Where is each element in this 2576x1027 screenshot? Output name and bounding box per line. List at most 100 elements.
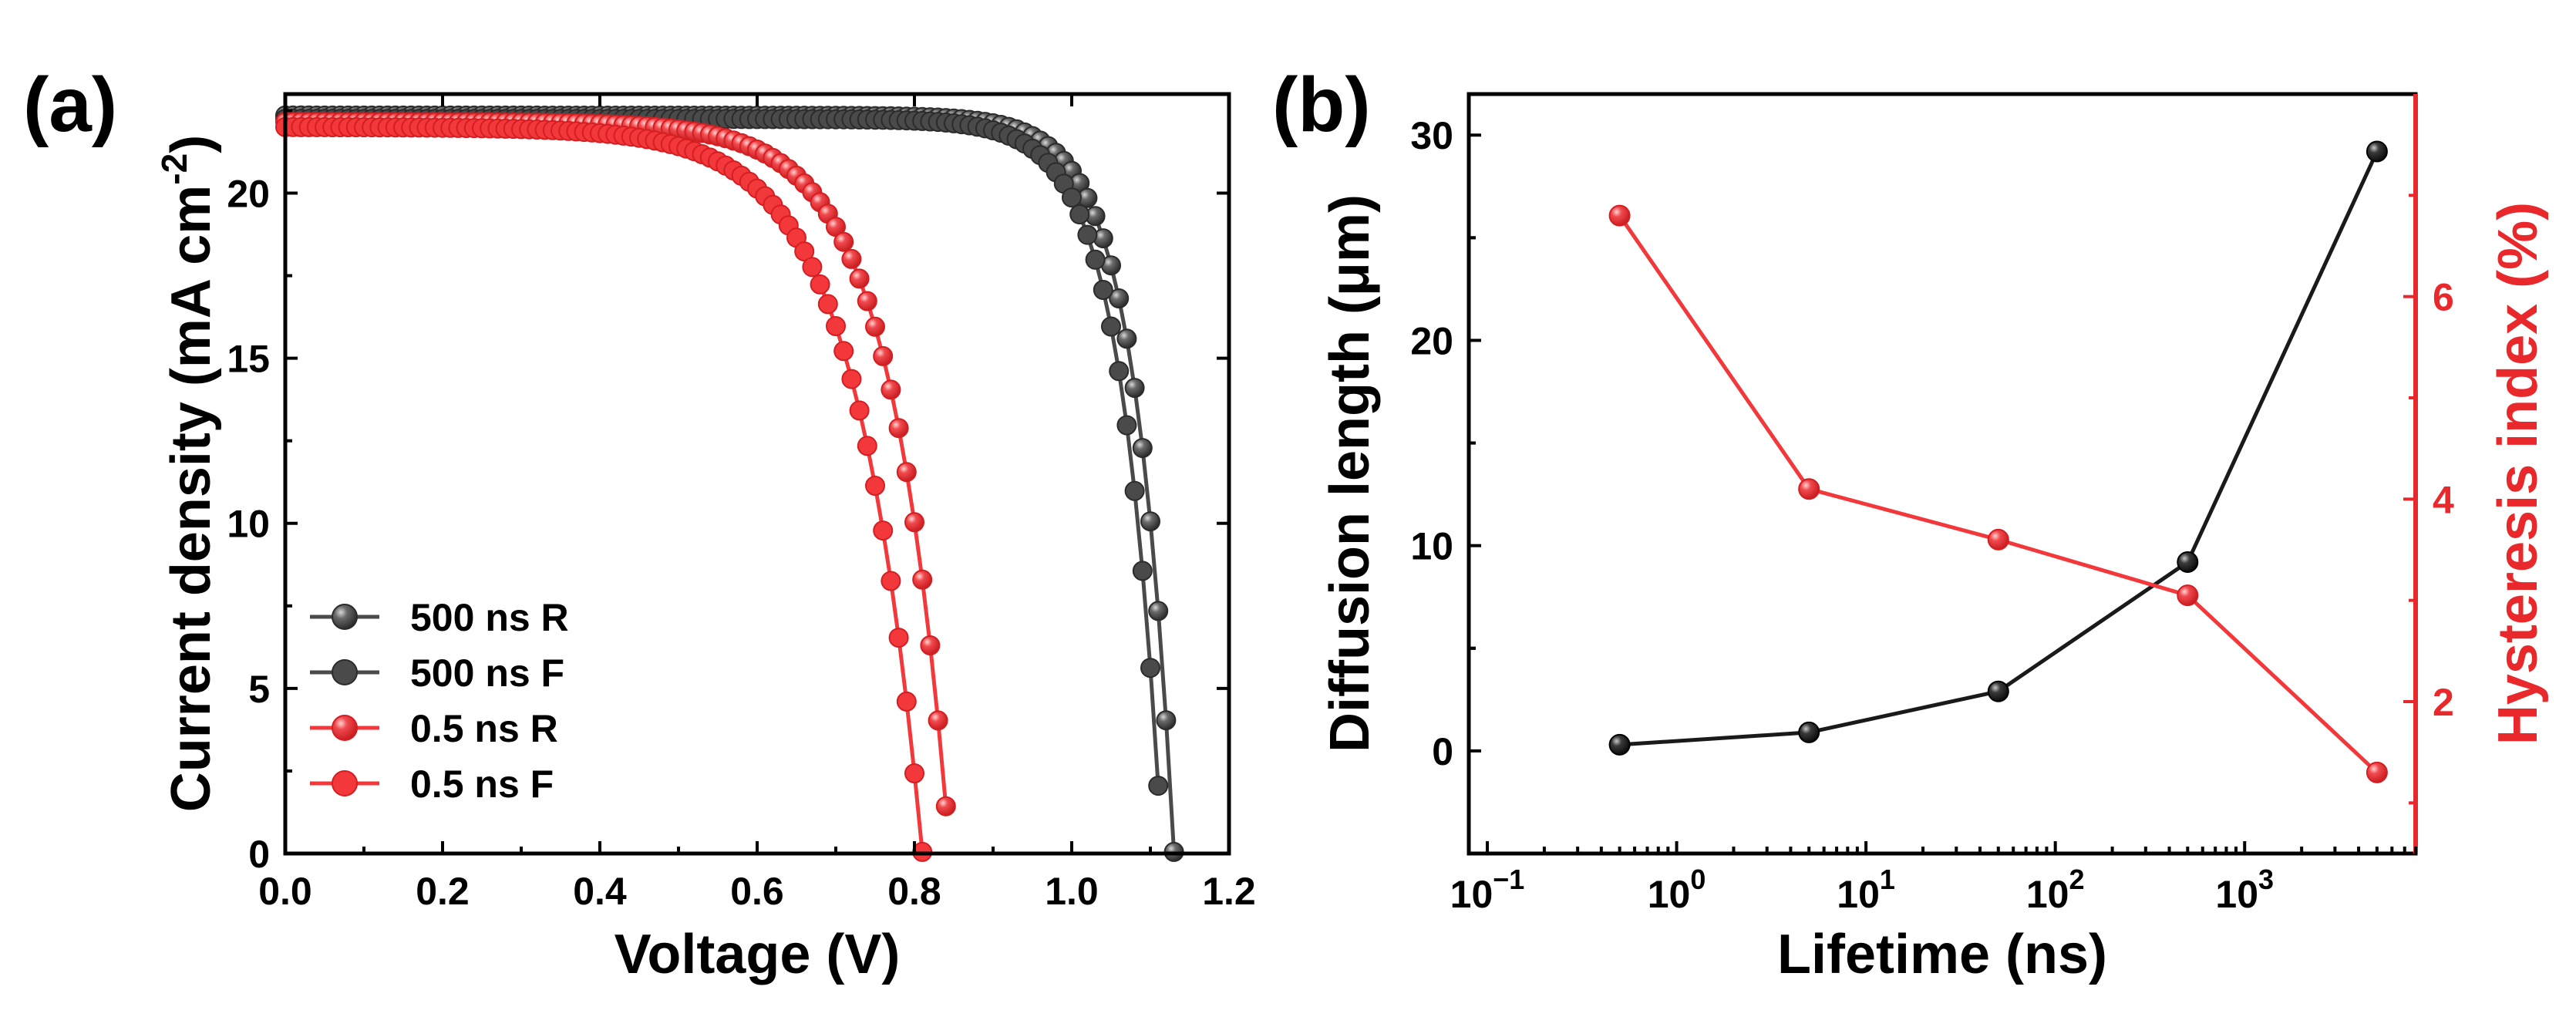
panel-a-data-point	[881, 571, 901, 591]
panel-a-data-point	[1109, 288, 1130, 308]
panel-a-legend-entry: 500 ns F	[310, 652, 564, 695]
panel-a-data-point	[817, 294, 838, 315]
panel-a-data-point	[1124, 378, 1145, 399]
panel-b-data-point	[2366, 761, 2388, 783]
panel-a: (a) 0.0 0.2 0.4 0.6 0.8 1.0 1.2 0 5 10 15 20 Voltag…	[23, 62, 1256, 985]
panel-b-x-tick-label: 101	[1837, 864, 1895, 916]
panel-a-data-point	[1140, 658, 1160, 678]
panel-a-legend-entry: 0.5 ns R	[310, 707, 558, 750]
panel-a-data-point	[1132, 438, 1153, 459]
panel-b-y-tick-label: 20	[1410, 319, 1453, 362]
panel-b-data-point	[1987, 528, 2009, 551]
panel-a-data-point	[802, 257, 823, 278]
panel-a-data-point	[873, 345, 894, 366]
panel-a-y-axis-title: Current density (mA cm-2)	[154, 135, 222, 812]
panel-a-data-point	[865, 476, 885, 496]
panel-a-data-point	[857, 291, 877, 311]
panel-b-data-point	[1608, 733, 1631, 756]
panel-a-data-point	[888, 418, 909, 439]
panel-a-y-tick-label: 15	[227, 338, 270, 381]
panel-b-series-diffusion	[1608, 140, 2388, 756]
panel-a-data-point	[1062, 187, 1082, 208]
panel-a-data-point	[1116, 415, 1137, 436]
panel-a-data-point	[1124, 480, 1145, 501]
svg-text:Current density (mA cm-2): Current density (mA cm-2)	[154, 135, 222, 812]
panel-a-series-0-5-ns-f	[275, 116, 933, 862]
panel-b-x-tick-label: 103	[2215, 864, 2274, 916]
panel-a-plot-area	[275, 105, 1184, 862]
panel-a-data-point	[1109, 361, 1130, 382]
panel-a-data-point	[1148, 776, 1169, 796]
panel-a-data-point	[1093, 280, 1113, 300]
panel-a-x-tick-label: 0.6	[730, 870, 784, 913]
panel-a-data-point	[849, 268, 870, 289]
panel-b-y2-tick-label: 4	[2433, 478, 2454, 521]
panel-b-y2-axis-title: Hysteresis index (%)	[2487, 202, 2549, 745]
panel-a-series-line	[285, 120, 948, 806]
panel-a-legend-label: 500 ns F	[410, 652, 564, 695]
panel-a-y-axis-title-main: Current density (mA cm	[160, 185, 222, 812]
panel-b-data-point	[2366, 140, 2388, 163]
panel-b-series-line	[1619, 150, 2379, 747]
panel-a-data-point	[896, 462, 917, 483]
panel-a-data-point	[826, 316, 846, 336]
panel-a-legend-marker	[332, 604, 358, 630]
panel-a-y-tick-label: 5	[248, 668, 270, 711]
panel-a-data-point	[1077, 224, 1098, 245]
panel-a-legend-marker	[332, 715, 358, 741]
panel-a-y-tick-label: 0	[248, 833, 270, 876]
panel-b-x-axis-title: Lifetime (ns)	[1777, 924, 2107, 985]
panel-a-x-tick-label: 1.0	[1045, 870, 1099, 913]
panel-a-legend-entry: 500 ns R	[310, 596, 569, 639]
panel-a-x-tick-label: 0.2	[416, 870, 470, 913]
panel-a-y-tick-label: 10	[227, 503, 270, 546]
panel-a-data-point	[928, 710, 948, 731]
panel-a-legend-entry: 0.5 ns F	[310, 763, 554, 806]
panel-a-data-point	[1156, 710, 1177, 731]
panel-b-data-point	[1798, 478, 1820, 500]
panel-a-x-tick-label: 0.8	[887, 870, 941, 913]
panel-a-series-0-5-ns-r	[275, 112, 956, 817]
panel-a-data-point	[833, 231, 854, 252]
panel-a-data-point	[1085, 249, 1106, 270]
panel-a-data-point	[920, 635, 941, 655]
panel-a-data-point	[904, 763, 924, 783]
panel-a-axes: 0.0 0.2 0.4 0.6 0.8 1.0 1.2 0 5 10 15 20	[227, 94, 1256, 913]
panel-a-label: (a)	[23, 62, 117, 148]
panel-b-data-point	[1987, 680, 2009, 702]
panel-a-y-axis-title-close: )	[160, 135, 222, 153]
panel-b-data-point	[1608, 204, 1631, 227]
panel-a-legend: 500 ns R 500 ns F 0.5 ns R 0.5 ns F	[310, 596, 569, 806]
panel-a-data-point	[865, 316, 885, 337]
panel-a-data-point	[1148, 601, 1169, 621]
panel-b-x-tick-label: 10−1	[1450, 864, 1525, 916]
panel-a-data-point	[841, 369, 862, 389]
panel-a-y-axis-title-sup: -2	[154, 153, 194, 185]
panel-a-x-tick-label: 0.4	[573, 870, 627, 913]
panel-b-data-point	[1798, 721, 1820, 743]
panel-a-legend-label: 0.5 ns F	[410, 763, 554, 806]
panel-a-x-tick-label: 1.2	[1202, 870, 1256, 913]
panel-a-data-point	[896, 691, 917, 712]
panel-a-legend-label: 0.5 ns R	[410, 707, 558, 750]
panel-a-data-point	[849, 400, 870, 421]
panel-b-y-tick-label: 0	[1432, 730, 1453, 773]
panel-a-data-point	[873, 520, 894, 541]
panel-a-data-point	[881, 379, 901, 400]
panel-a-data-point	[810, 274, 830, 295]
panel-a-data-point	[841, 248, 862, 269]
panel-b: (b) 10−1 100 101 102 103 0 10 20 30 2 4 6 Lifetime …	[1272, 62, 2549, 985]
panel-a-legend-label: 500 ns R	[410, 596, 569, 639]
panel-b-y-tick-label: 10	[1410, 525, 1453, 568]
panel-a-data-point	[1140, 511, 1160, 532]
panel-a-data-point	[794, 241, 815, 262]
panel-b-y2-tick-label: 6	[2433, 276, 2454, 319]
panel-a-y-tick-label: 20	[227, 172, 270, 215]
panel-a-data-point	[912, 569, 933, 590]
panel-a-x-tick-label: 0.0	[258, 870, 312, 913]
panel-a-data-point	[1132, 561, 1153, 581]
panel-a-data-point	[857, 436, 877, 456]
panel-a-data-point	[935, 796, 956, 817]
panel-b-y-axis-title: Diffusion length (μm)	[1319, 194, 1381, 753]
panel-a-data-point	[888, 628, 909, 648]
